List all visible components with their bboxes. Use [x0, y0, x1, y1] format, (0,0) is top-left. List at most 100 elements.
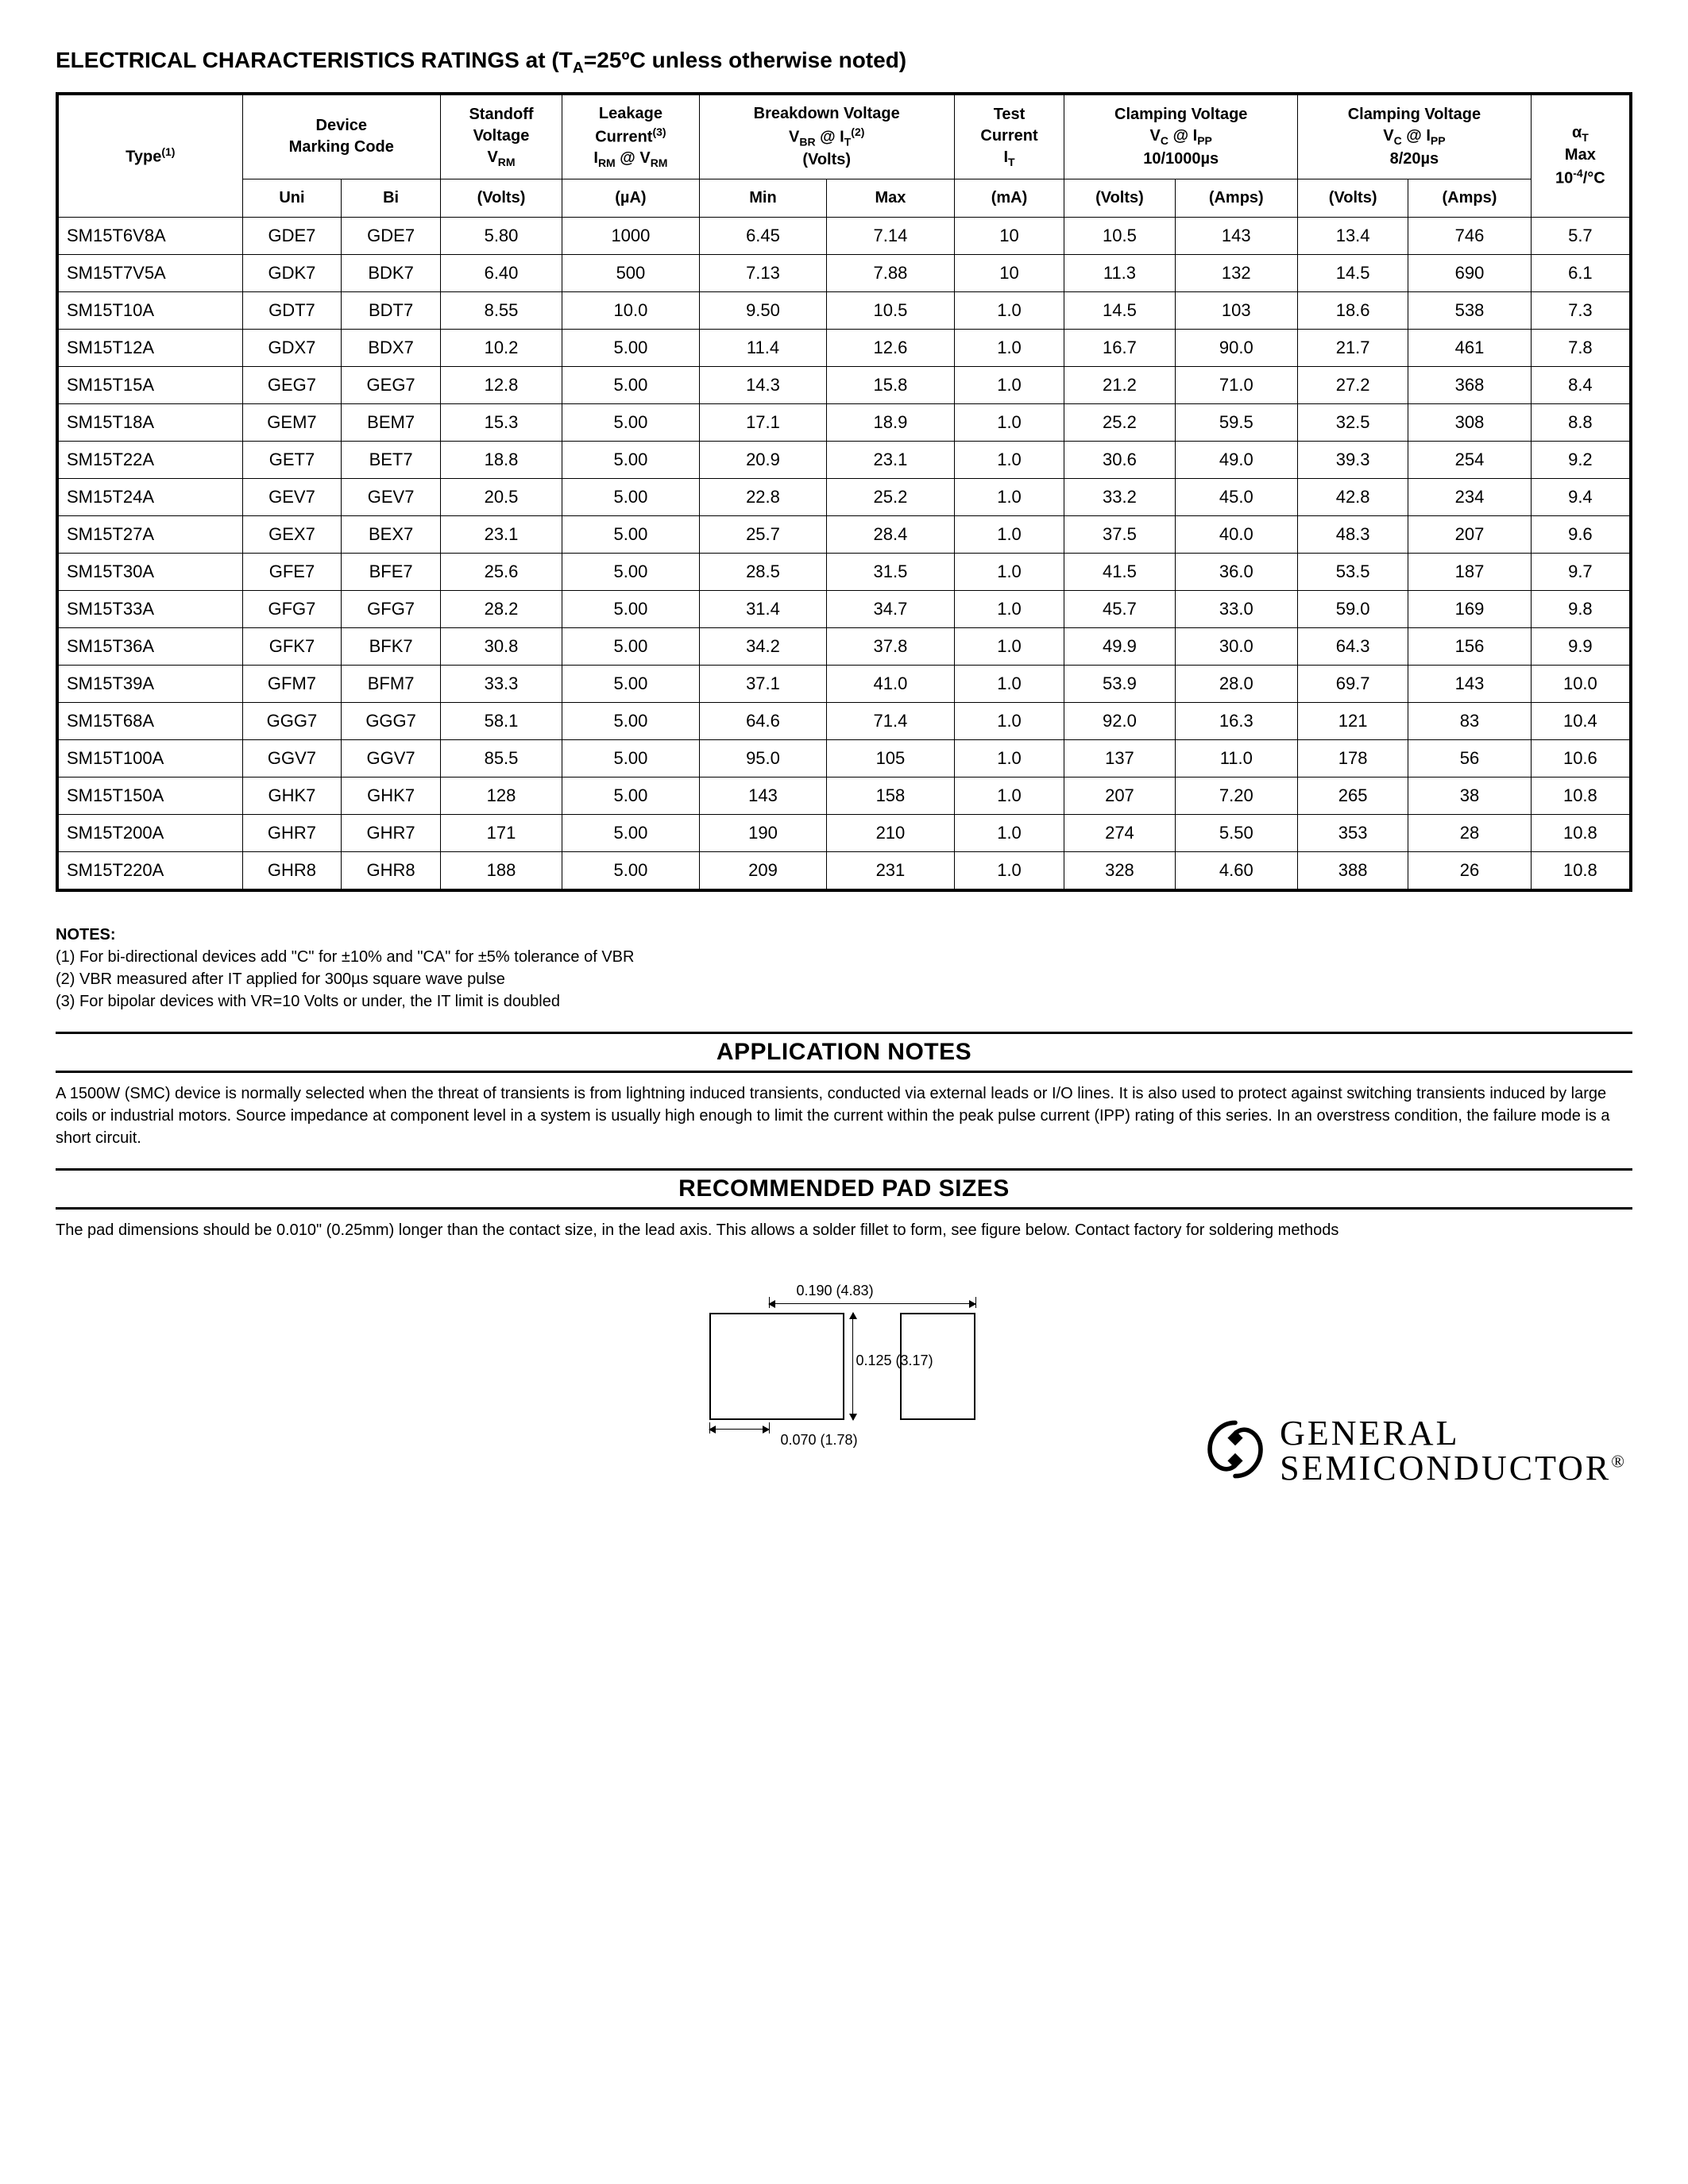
cell-a1: 33.0 [1175, 591, 1298, 628]
cell-alpha: 10.8 [1531, 778, 1631, 815]
cell-alpha: 9.4 [1531, 479, 1631, 516]
cell-vrm: 6.40 [440, 255, 562, 292]
cell-min: 37.1 [699, 666, 826, 703]
cell-irm: 5.00 [562, 628, 700, 666]
cell-type: SM15T6V8A [57, 218, 242, 255]
table-row: SM15T30AGFE7BFE725.65.0028.531.51.041.53… [57, 554, 1631, 591]
cell-max: 31.5 [827, 554, 954, 591]
cell-a2: 156 [1408, 628, 1532, 666]
cell-type: SM15T15A [57, 367, 242, 404]
cell-bi: GHR7 [342, 815, 441, 852]
cell-min: 64.6 [699, 703, 826, 740]
col-bi: Bi [342, 179, 441, 218]
cell-bi: BFM7 [342, 666, 441, 703]
cell-irm: 5.00 [562, 740, 700, 778]
col-clamp1-v: (Volts) [1064, 179, 1175, 218]
cell-bi: BDX7 [342, 330, 441, 367]
cell-a2: 254 [1408, 442, 1532, 479]
cell-type: SM15T10A [57, 292, 242, 330]
cell-it: 1.0 [954, 852, 1064, 891]
cell-a2: 83 [1408, 703, 1532, 740]
cell-irm: 5.00 [562, 479, 700, 516]
cell-alpha: 8.8 [1531, 404, 1631, 442]
cell-v1: 137 [1064, 740, 1175, 778]
cell-v2: 53.5 [1298, 554, 1408, 591]
cell-max: 23.1 [827, 442, 954, 479]
cell-irm: 5.00 [562, 516, 700, 554]
col-test: TestCurrentIT [954, 94, 1064, 179]
cell-v1: 11.3 [1064, 255, 1175, 292]
pad-body: The pad dimensions should be 0.010" (0.2… [56, 1219, 1632, 1241]
cell-a1: 103 [1175, 292, 1298, 330]
cell-irm: 1000 [562, 218, 700, 255]
cell-it: 1.0 [954, 591, 1064, 628]
cell-alpha: 5.7 [1531, 218, 1631, 255]
cell-alpha: 10.8 [1531, 815, 1631, 852]
cell-v2: 353 [1298, 815, 1408, 852]
cell-uni: GDX7 [242, 330, 342, 367]
table-row: SM15T10AGDT7BDT78.5510.09.5010.51.014.51… [57, 292, 1631, 330]
cell-alpha: 9.7 [1531, 554, 1631, 591]
cell-v1: 14.5 [1064, 292, 1175, 330]
cell-a1: 45.0 [1175, 479, 1298, 516]
table-row: SM15T100AGGV7GGV785.55.0095.01051.013711… [57, 740, 1631, 778]
cell-a2: 746 [1408, 218, 1532, 255]
cell-vrm: 20.5 [440, 479, 562, 516]
cell-v1: 33.2 [1064, 479, 1175, 516]
cell-it: 10 [954, 218, 1064, 255]
table-row: SM15T220AGHR8GHR81885.002092311.03284.60… [57, 852, 1631, 891]
table-row: SM15T200AGHR7GHR71715.001902101.02745.50… [57, 815, 1631, 852]
cell-a1: 36.0 [1175, 554, 1298, 591]
cell-vrm: 85.5 [440, 740, 562, 778]
cell-a2: 308 [1408, 404, 1532, 442]
cell-min: 143 [699, 778, 826, 815]
cell-v2: 265 [1298, 778, 1408, 815]
table-body: SM15T6V8AGDE7GDE75.8010006.457.141010.51… [57, 218, 1631, 891]
cell-type: SM15T36A [57, 628, 242, 666]
cell-v2: 121 [1298, 703, 1408, 740]
cell-irm: 5.00 [562, 591, 700, 628]
pad-left-rect [709, 1313, 844, 1420]
cell-bi: GHK7 [342, 778, 441, 815]
cell-bi: GEG7 [342, 367, 441, 404]
col-standoff-unit: (Volts) [440, 179, 562, 218]
cell-vrm: 25.6 [440, 554, 562, 591]
cell-irm: 5.00 [562, 666, 700, 703]
cell-uni: GGV7 [242, 740, 342, 778]
cell-min: 34.2 [699, 628, 826, 666]
cell-a2: 187 [1408, 554, 1532, 591]
table-header: Type(1) Device Marking Code StandoffVolt… [57, 94, 1631, 218]
cell-alpha: 9.8 [1531, 591, 1631, 628]
cell-type: SM15T18A [57, 404, 242, 442]
cell-a1: 59.5 [1175, 404, 1298, 442]
cell-it: 1.0 [954, 628, 1064, 666]
cell-min: 31.4 [699, 591, 826, 628]
cell-bi: GGV7 [342, 740, 441, 778]
table-row: SM15T22AGET7BET718.85.0020.923.11.030.64… [57, 442, 1631, 479]
cell-v2: 13.4 [1298, 218, 1408, 255]
cell-a2: 26 [1408, 852, 1532, 891]
cell-max: 41.0 [827, 666, 954, 703]
cell-uni: GFE7 [242, 554, 342, 591]
dim-arrow-top [769, 1303, 975, 1304]
cell-v1: 41.5 [1064, 554, 1175, 591]
cell-min: 22.8 [699, 479, 826, 516]
cell-max: 18.9 [827, 404, 954, 442]
table-row: SM15T24AGEV7GEV720.55.0022.825.21.033.24… [57, 479, 1631, 516]
table-row: SM15T18AGEM7BEM715.35.0017.118.91.025.25… [57, 404, 1631, 442]
cell-uni: GHR8 [242, 852, 342, 891]
cell-a1: 71.0 [1175, 367, 1298, 404]
cell-type: SM15T100A [57, 740, 242, 778]
cell-min: 9.50 [699, 292, 826, 330]
cell-max: 231 [827, 852, 954, 891]
cell-v1: 25.2 [1064, 404, 1175, 442]
pad-title: RECOMMENDED PAD SIZES [56, 1168, 1632, 1210]
cell-bi: BET7 [342, 442, 441, 479]
cell-v2: 18.6 [1298, 292, 1408, 330]
table-row: SM15T33AGFG7GFG728.25.0031.434.71.045.73… [57, 591, 1631, 628]
cell-a1: 11.0 [1175, 740, 1298, 778]
table-row: SM15T27AGEX7BEX723.15.0025.728.41.037.54… [57, 516, 1631, 554]
cell-v1: 21.2 [1064, 367, 1175, 404]
cell-vrm: 30.8 [440, 628, 562, 666]
cell-min: 25.7 [699, 516, 826, 554]
